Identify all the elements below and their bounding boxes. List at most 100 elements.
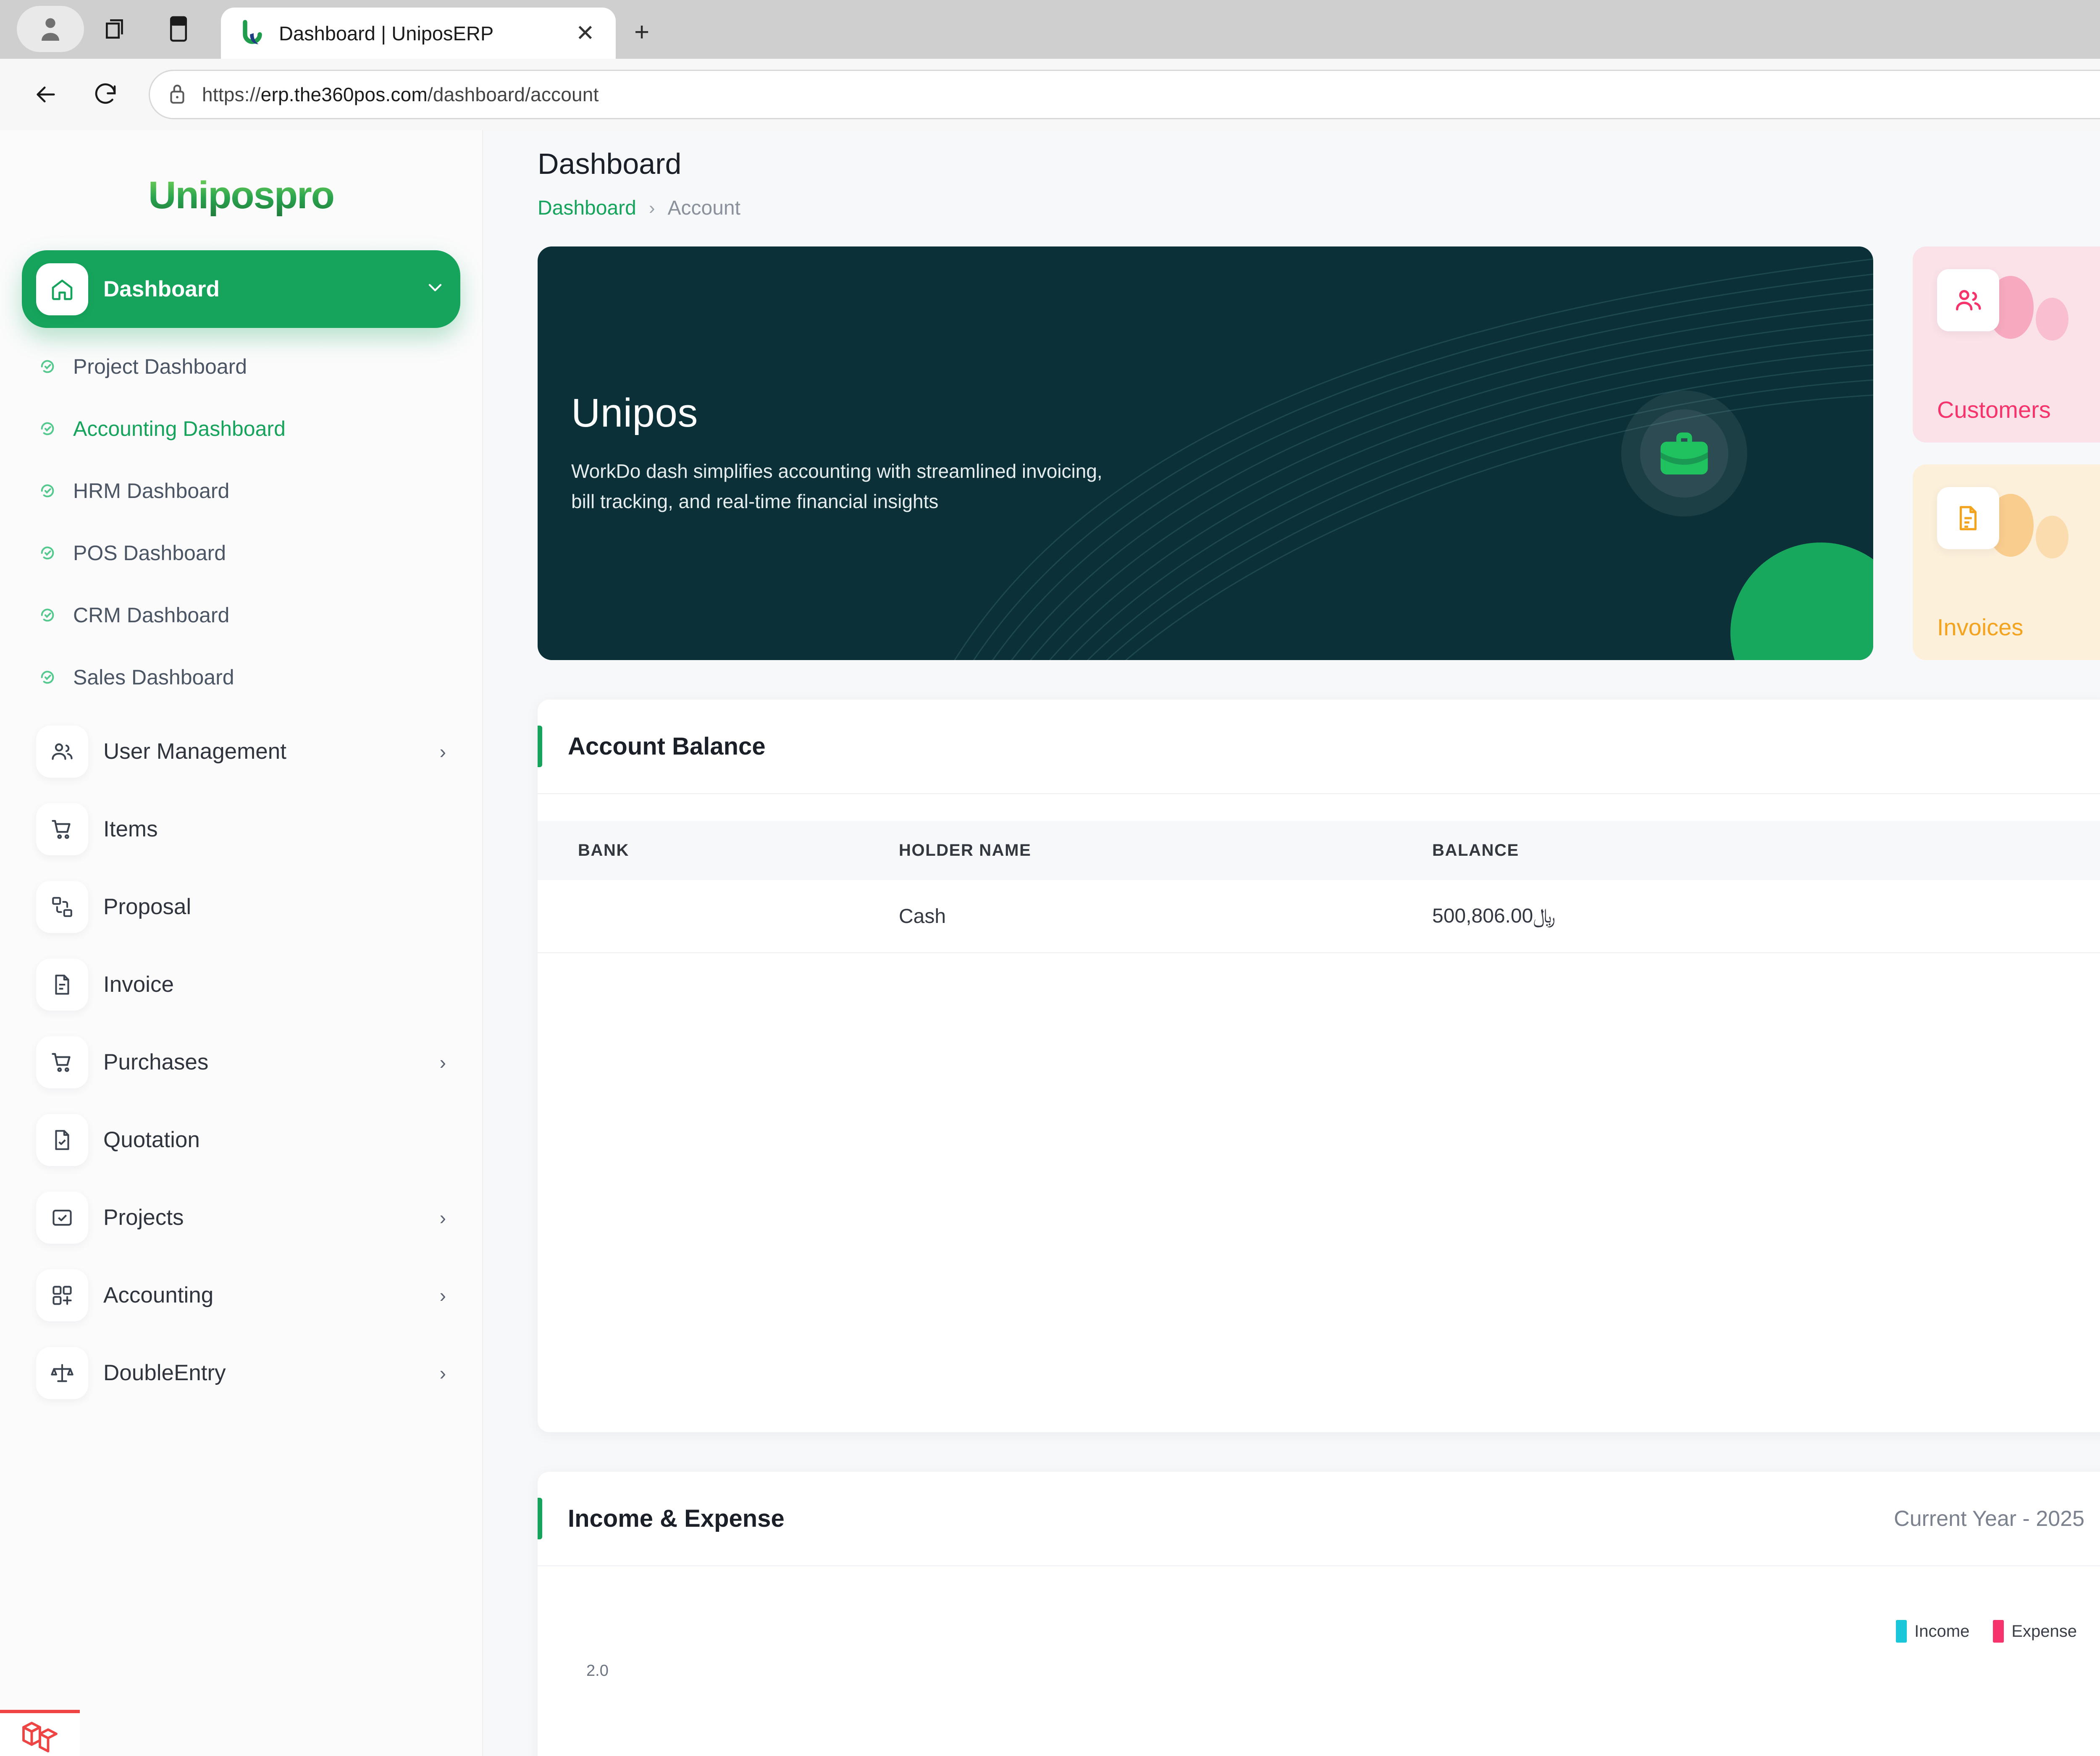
panel-meta[interactable]: Current Year - 2025	[1894, 1506, 2084, 1531]
checkbox-icon	[36, 1191, 88, 1244]
legend-item-expense[interactable]: Expense	[1993, 1620, 2077, 1643]
panel-header: Account Balance	[538, 700, 2100, 794]
panel-header: Income & Expense Current Year - 2025	[538, 1472, 2100, 1566]
sidebar-item-items[interactable]: Items	[22, 790, 460, 868]
sidebar-item-accounting-dashboard[interactable]: Accounting Dashboard	[22, 398, 460, 460]
hero-banner: Unipos WorkDo dash simplifies accounting…	[538, 246, 1873, 660]
sidebar-item-accounting[interactable]: Accounting ›	[22, 1256, 460, 1334]
sidebar-item-label: Invoice	[103, 972, 174, 997]
briefcase-icon	[1640, 409, 1728, 498]
page-title: Dashboard	[538, 147, 682, 180]
legend-item-income[interactable]: Income	[1896, 1620, 1969, 1643]
bubble-small	[2036, 298, 2068, 341]
hero-subtitle-line1: WorkDo dash simplifies accounting with s…	[571, 460, 1102, 482]
sidebar-nav: Dashboard Project Dashboard Accounting D…	[0, 235, 482, 1412]
close-icon[interactable]: ✕	[575, 21, 595, 46]
chevron-right-icon[interactable]: ›	[439, 740, 446, 763]
sidebar-item-label: Projects	[103, 1205, 184, 1230]
sidebar-item-crm-dashboard[interactable]: CRM Dashboard	[22, 584, 460, 646]
column-header-balance: BALANCE	[1432, 821, 2100, 880]
sidebar-item-hrm-dashboard[interactable]: HRM Dashboard	[22, 460, 460, 522]
cell-bank	[538, 880, 899, 953]
legend-swatch	[1896, 1620, 1907, 1643]
bullet-icon	[39, 668, 56, 686]
sidebar-item-label: User Management	[103, 739, 286, 764]
scales-icon	[36, 1347, 88, 1399]
lock-icon	[167, 81, 188, 108]
home-icon	[36, 263, 88, 315]
customers-icon	[1937, 269, 1999, 331]
sidebar-item-purchases[interactable]: Purchases ›	[22, 1023, 460, 1101]
bullet-icon	[39, 358, 56, 375]
sidebar-item-label: Items	[103, 817, 158, 841]
sidebar-item-invoice[interactable]: Invoice	[22, 946, 460, 1023]
chart-legend: Income Expense	[538, 1566, 2100, 1643]
sidebar-subitem-label: POS Dashboard	[73, 541, 226, 565]
dashboard-subnav: Project Dashboard Accounting Dashboard H…	[22, 328, 460, 713]
stat-card-customers[interactable]: 2 Customers	[1913, 246, 2100, 443]
sidebar-item-quotation[interactable]: Quotation	[22, 1101, 460, 1179]
cart-icon	[36, 1036, 88, 1088]
browser-toolbar: https://erp.the360pos.com/dashboard/acco…	[0, 59, 2100, 130]
sidebar-subitem-label: Accounting Dashboard	[73, 417, 286, 440]
sidebar-item-doubleentry[interactable]: DoubleEntry ›	[22, 1334, 460, 1412]
main-content: Dashboard Dashboard › Account	[483, 130, 2100, 1756]
legend-label: Expense	[2011, 1622, 2077, 1641]
back-arrow-icon[interactable]	[18, 67, 73, 122]
laravel-icon	[0, 1710, 80, 1756]
sidebar: Unipospro Dashboard Project Dashboard	[0, 130, 483, 1756]
stat-card-invoices[interactable]: 12 Invoices	[1913, 464, 2100, 660]
sidebar-subitem-label: CRM Dashboard	[73, 603, 230, 627]
new-tab-button[interactable]: +	[634, 18, 650, 47]
profile-icon[interactable]	[17, 6, 84, 52]
hero-decorative-lines	[954, 258, 1873, 660]
hero-badge	[1621, 390, 1747, 516]
breadcrumb: Dashboard › Account	[538, 197, 2100, 220]
chevron-right-icon[interactable]: ›	[439, 1206, 446, 1229]
hero-subtitle-line2: bill tracking, and real-time financial i…	[571, 490, 939, 512]
cell-holder-name: Cash	[899, 880, 1432, 953]
address-bar[interactable]: https://erp.the360pos.com/dashboard/acco…	[149, 70, 2100, 119]
bullet-icon	[39, 544, 56, 562]
chevron-right-icon[interactable]: ›	[439, 1284, 446, 1306]
hero-title: Unipos	[571, 391, 698, 436]
table-row: Cash 500,806.00﷼	[538, 880, 2100, 953]
brand-text: Unipospro	[148, 173, 335, 217]
sidebar-item-project-dashboard[interactable]: Project Dashboard	[22, 335, 460, 398]
panel-title: Income & Expense	[568, 1505, 785, 1532]
collections-icon[interactable]	[147, 6, 210, 52]
browser-tab[interactable]: Dashboard | UniposERP ✕	[221, 8, 616, 59]
bubble-small	[2036, 515, 2068, 558]
proposal-icon	[36, 881, 88, 933]
page-viewport: Unipospro Dashboard Project Dashboard	[0, 130, 2100, 1756]
sidebar-item-proposal[interactable]: Proposal	[22, 868, 460, 946]
table-header-row: BANK HOLDER NAME BALANCE	[538, 821, 2100, 880]
breadcrumb-current: Account	[667, 197, 740, 219]
quotation-doc-icon	[36, 1114, 88, 1166]
reload-icon[interactable]	[78, 67, 133, 122]
column-header-holder-name: HOLDER NAME	[899, 821, 1432, 880]
legend-swatch	[1993, 1620, 2004, 1643]
sidebar-item-pos-dashboard[interactable]: POS Dashboard	[22, 522, 460, 584]
chevron-right-icon[interactable]: ›	[439, 1051, 446, 1073]
chevron-down-icon[interactable]	[424, 277, 446, 301]
chart-y-tick: 2.0	[586, 1662, 609, 1680]
breadcrumb-link-dashboard[interactable]: Dashboard	[538, 197, 636, 219]
stat-label: Invoices	[1937, 614, 2024, 640]
sidebar-item-projects[interactable]: Projects ›	[22, 1179, 460, 1256]
sidebar-item-label: Accounting	[103, 1283, 214, 1308]
tab-strip: Dashboard | UniposERP ✕ + – ✕	[0, 0, 2100, 59]
sidebar-item-dashboard[interactable]: Dashboard	[22, 250, 460, 328]
tab-search-icon[interactable]	[84, 6, 147, 52]
chevron-right-icon[interactable]: ›	[439, 1362, 446, 1384]
sidebar-item-label: Quotation	[103, 1127, 200, 1152]
overview-row: Unipos WorkDo dash simplifies accounting…	[538, 246, 2100, 660]
sidebar-item-user-management[interactable]: User Management ›	[22, 713, 460, 790]
brand-logo[interactable]: Unipospro	[0, 155, 482, 235]
sidebar-subitem-label: Sales Dashboard	[73, 666, 234, 689]
sidebar-item-sales-dashboard[interactable]: Sales Dashboard	[22, 646, 460, 708]
cell-balance: 500,806.00﷼	[1432, 880, 2100, 953]
middle-row: Account Balance BANK HOLDER NAME BALANCE	[538, 700, 2100, 1432]
breadcrumb-separator: ›	[648, 197, 655, 218]
